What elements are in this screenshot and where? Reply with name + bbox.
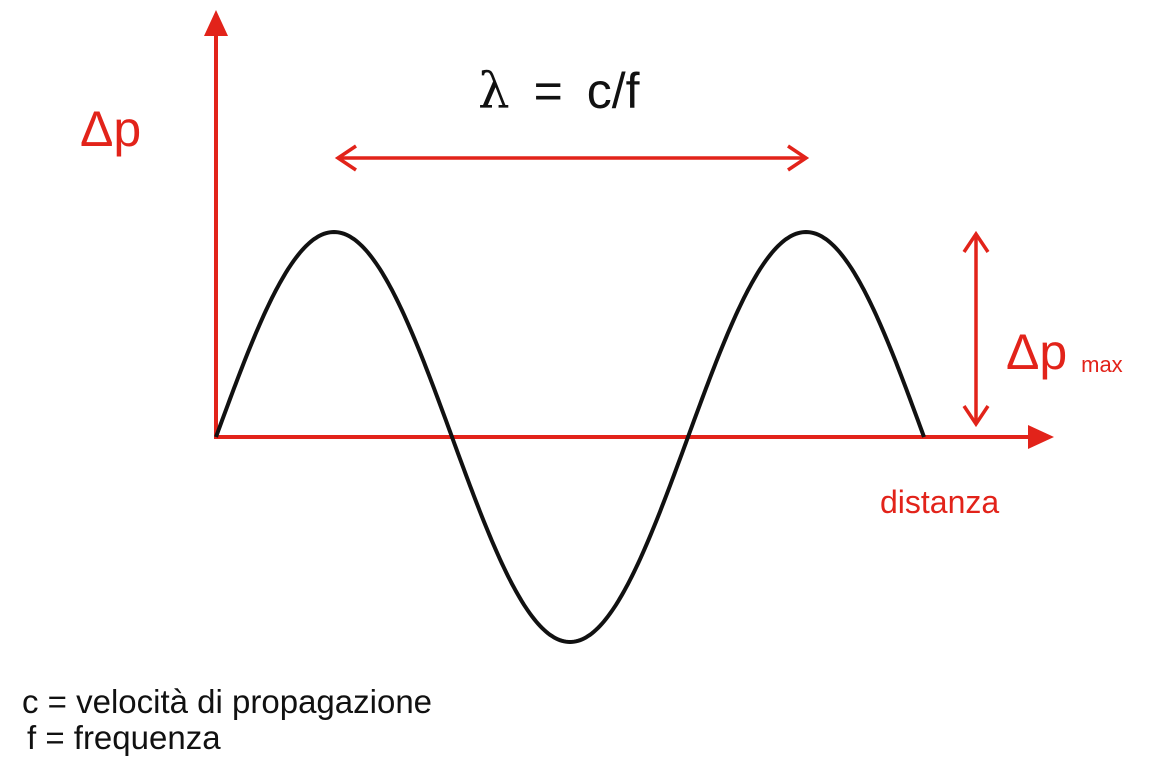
lambda-symbol: λ [478, 62, 510, 120]
wavelength-arrow [334, 144, 810, 172]
wavelength-formula: λ = c/f [478, 62, 640, 120]
amplitude-symbol: Δp [1006, 324, 1067, 380]
x-axis-label: distanza [880, 484, 999, 520]
x-axis-arrowhead [1028, 425, 1054, 449]
pressure-wave [214, 229, 926, 645]
y-axis-label: Δp [80, 101, 141, 157]
amplitude-subscript: max [1081, 352, 1123, 377]
formula-rhs: c/f [587, 63, 640, 119]
y-axis-arrowhead [204, 10, 228, 36]
amplitude-label: Δp max [1006, 324, 1123, 380]
legend-f: f = frequenza [27, 719, 221, 756]
amplitude-arrow [962, 230, 990, 428]
legend: c = velocità di propagazione f = frequen… [22, 684, 432, 756]
legend-c: c = velocità di propagazione [22, 683, 433, 720]
equals-sign: = [534, 63, 563, 119]
